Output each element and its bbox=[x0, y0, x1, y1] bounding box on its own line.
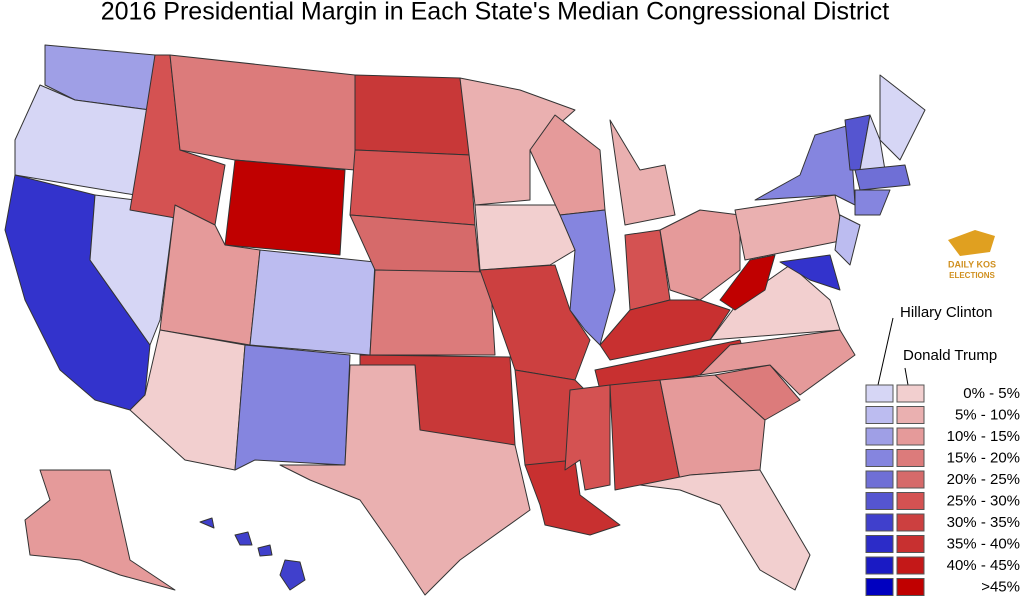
legend-swatch bbox=[896, 384, 925, 403]
legend-label: 30% - 35% bbox=[947, 514, 1020, 531]
legend: Hillary Clinton Donald Trump 0% - 5% 5% -… bbox=[865, 304, 1020, 596]
legend-label: 5% - 10% bbox=[955, 406, 1020, 423]
legend-swatch bbox=[896, 492, 925, 510]
legend-label: 35% - 40% bbox=[947, 535, 1020, 552]
legend-swatch bbox=[865, 427, 894, 446]
legend-label: 10% - 15% bbox=[947, 428, 1020, 445]
state bbox=[714, 364, 801, 421]
state bbox=[609, 119, 676, 226]
legend-label: 0% - 5% bbox=[963, 385, 1020, 402]
state bbox=[854, 164, 911, 191]
legend-swatch bbox=[865, 513, 894, 532]
state bbox=[249, 249, 376, 356]
logo-text: ELECTIONS bbox=[949, 271, 995, 280]
states bbox=[4, 44, 926, 596]
state bbox=[224, 159, 346, 256]
legend-swatch bbox=[896, 449, 925, 467]
legend-heading: Donald Trump bbox=[903, 347, 997, 364]
logo-text: DAILY KOS bbox=[948, 259, 996, 269]
legend-swatch bbox=[896, 578, 925, 596]
state bbox=[234, 344, 351, 471]
legend-label: >45% bbox=[981, 578, 1020, 595]
legend-swatch bbox=[865, 384, 894, 403]
state bbox=[659, 209, 741, 301]
state bbox=[279, 559, 306, 591]
state bbox=[169, 54, 356, 171]
legend-swatch bbox=[865, 470, 894, 489]
logo: DAILY KOS ELECTIONS bbox=[948, 230, 996, 280]
state bbox=[879, 74, 926, 161]
state bbox=[199, 517, 215, 529]
legend-swatch bbox=[865, 556, 894, 575]
state bbox=[834, 214, 861, 266]
state bbox=[779, 254, 841, 291]
legend-label: 25% - 30% bbox=[947, 492, 1020, 509]
legend-label: 20% - 25% bbox=[947, 471, 1020, 488]
legend-label: 15% - 20% bbox=[947, 449, 1020, 466]
state bbox=[599, 299, 731, 361]
state bbox=[754, 124, 856, 206]
legend-label: 40% - 45% bbox=[947, 557, 1020, 574]
state bbox=[354, 74, 471, 156]
state bbox=[529, 114, 606, 216]
state bbox=[719, 254, 776, 311]
legend-swatch bbox=[865, 492, 894, 510]
legend-swatch bbox=[896, 406, 925, 424]
legend-swatch bbox=[865, 535, 894, 553]
legend-swatch bbox=[896, 427, 925, 446]
leader-line bbox=[904, 367, 909, 386]
state bbox=[854, 189, 891, 216]
state bbox=[559, 209, 616, 346]
legend-swatch bbox=[896, 556, 925, 575]
legend-swatch bbox=[865, 406, 894, 424]
state bbox=[349, 149, 476, 226]
state bbox=[279, 364, 531, 596]
legend-swatch bbox=[896, 535, 925, 553]
legend-swatch bbox=[865, 449, 894, 467]
state bbox=[474, 204, 576, 271]
legend-swatch bbox=[865, 578, 894, 596]
state bbox=[369, 269, 496, 356]
map-title: 2016 Presidential Margin in Each State's… bbox=[101, 0, 890, 26]
logo-flag bbox=[948, 230, 995, 256]
legend-swatch bbox=[896, 470, 925, 489]
legend-swatch bbox=[896, 513, 925, 532]
leader-line bbox=[877, 317, 894, 386]
state bbox=[479, 264, 591, 381]
legend-heading: Hillary Clinton bbox=[900, 304, 993, 321]
state bbox=[524, 459, 621, 536]
state bbox=[734, 194, 846, 261]
state bbox=[257, 544, 273, 557]
state bbox=[639, 469, 811, 591]
state bbox=[24, 469, 176, 591]
state bbox=[234, 531, 253, 546]
state bbox=[699, 329, 856, 396]
